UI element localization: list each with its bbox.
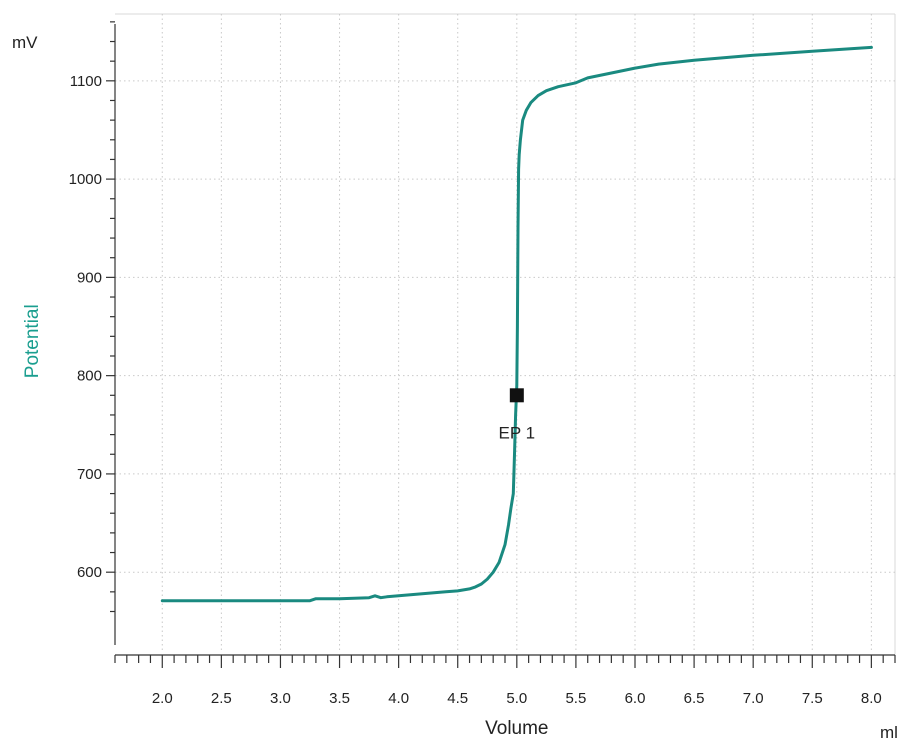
y-tick-label: 1000 bbox=[69, 171, 102, 188]
y-tick-label: 600 bbox=[77, 564, 102, 581]
x-tick-label: 7.0 bbox=[743, 690, 764, 707]
x-tick-label: 2.0 bbox=[152, 690, 173, 707]
x-unit-label: ml bbox=[880, 723, 898, 742]
plot-frame bbox=[115, 13, 896, 655]
grid bbox=[115, 14, 895, 651]
series bbox=[160, 45, 873, 603]
axes bbox=[106, 21, 896, 668]
x-tick-label: 5.5 bbox=[565, 690, 586, 707]
markers: EP 1 bbox=[499, 388, 536, 442]
x-tick-label: 3.0 bbox=[270, 690, 291, 707]
y-axis-title: Potential bbox=[22, 304, 43, 378]
x-tick-label: 5.0 bbox=[506, 690, 527, 707]
endpoint-marker bbox=[509, 388, 524, 403]
y-tick-label: 800 bbox=[77, 368, 102, 385]
labels: mV ml Volume Potential 2.0 2.5 3.0 3.5 4.0 4.… bbox=[12, 33, 898, 742]
x-tick-label: 8.0 bbox=[861, 690, 882, 707]
y-tick-label: 700 bbox=[77, 466, 102, 483]
x-tick-label: 4.5 bbox=[447, 690, 468, 707]
y-tick-label: 1100 bbox=[70, 73, 102, 90]
endpoint-label: EP 1 bbox=[499, 423, 536, 442]
x-tick-label: 4.0 bbox=[388, 690, 409, 707]
x-tick-label: 7.5 bbox=[802, 690, 823, 707]
x-axis-title: Volume bbox=[485, 718, 548, 739]
y-unit-label: mV bbox=[12, 33, 38, 52]
y-tick-label: 900 bbox=[77, 269, 102, 286]
x-tick-label: 2.5 bbox=[211, 690, 232, 707]
x-tick-label: 6.5 bbox=[684, 690, 705, 707]
x-tick-label: 3.5 bbox=[329, 690, 350, 707]
series-line-0 bbox=[160, 45, 873, 603]
x-tick-label: 6.0 bbox=[625, 690, 646, 707]
